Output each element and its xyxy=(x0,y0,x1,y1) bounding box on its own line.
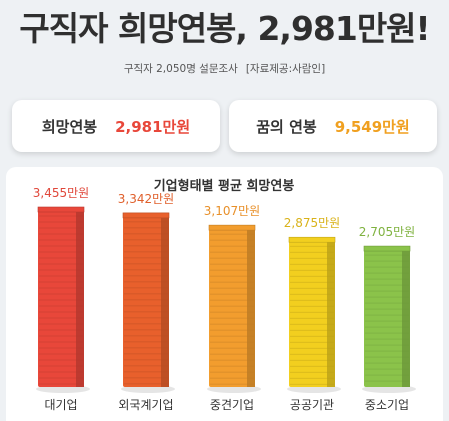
bar-top xyxy=(363,245,411,252)
survey-subtitle: 구직자 2,050명 설문조사 [자료제공:사람인] xyxy=(0,61,449,76)
category-label: 외국계기업 xyxy=(118,398,173,412)
bar-top xyxy=(37,206,85,213)
bar-top xyxy=(208,224,256,231)
bar-group xyxy=(287,236,341,393)
hope-salary-card: 희망연봉 2,981만원 xyxy=(12,100,220,152)
bar-group xyxy=(36,206,90,393)
category-label: 중소기업 xyxy=(365,398,409,412)
value-label: 2,705만원 xyxy=(359,225,415,239)
bar-top xyxy=(288,236,336,243)
bar-group xyxy=(362,245,416,393)
headline: 구직자 희망연봉, 2,981만원! xyxy=(19,9,430,48)
value-label: 3,342만원 xyxy=(118,192,174,206)
bar-side xyxy=(76,207,84,387)
hope-salary-label: 희망연봉 xyxy=(41,117,98,136)
bar-side xyxy=(402,246,410,387)
value-label: 3,107만원 xyxy=(204,204,260,218)
category-label: 중견기업 xyxy=(210,398,254,412)
value-label: 3,455만원 xyxy=(33,186,89,200)
category-label: 대기업 xyxy=(44,398,77,412)
dream-salary-label: 꿈의 연봉 xyxy=(256,117,317,136)
bar-top xyxy=(122,212,170,219)
chart-title: 기업형태별 평균 희망연봉 xyxy=(154,178,295,194)
category-label: 공공기관 xyxy=(290,398,334,412)
survey-info: 구직자 2,050명 설문조사 xyxy=(123,63,238,75)
bar xyxy=(364,246,410,387)
value-label: 2,875만원 xyxy=(284,216,340,230)
dream-salary-value: 9,549만원 xyxy=(334,117,410,136)
dream-salary-card: 꿈의 연봉 9,549만원 xyxy=(229,100,437,152)
hope-salary-value: 2,981만원 xyxy=(115,117,191,136)
bar-group xyxy=(121,212,175,393)
data-source: [자료제공:사람인] xyxy=(245,63,326,75)
bar-group xyxy=(207,224,261,393)
